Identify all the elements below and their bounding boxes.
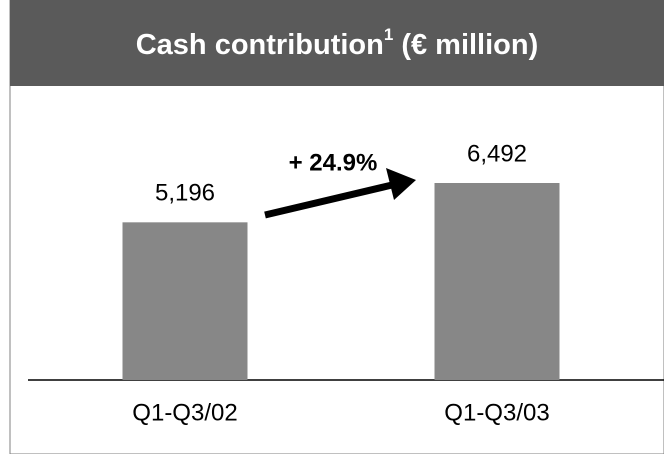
value-label: 6,492 — [467, 140, 527, 167]
bar — [122, 222, 248, 380]
arrow-shaft — [264, 181, 393, 219]
chart-title: Cash contribution1 (€ million) — [136, 25, 539, 60]
arrow-head — [386, 168, 416, 200]
bar — [434, 183, 560, 380]
value-label: 5,196 — [155, 180, 215, 207]
title-text: Cash contribution — [136, 29, 384, 61]
annotation: + 24.9% — [289, 149, 378, 176]
title-unit: (€ million) — [401, 29, 538, 61]
x-tick-label: Q1-Q3/03 — [444, 399, 549, 426]
x-tick-label: Q1-Q3/02 — [132, 399, 237, 426]
header — [10, 0, 664, 86]
title-note: 1 — [384, 25, 393, 44]
